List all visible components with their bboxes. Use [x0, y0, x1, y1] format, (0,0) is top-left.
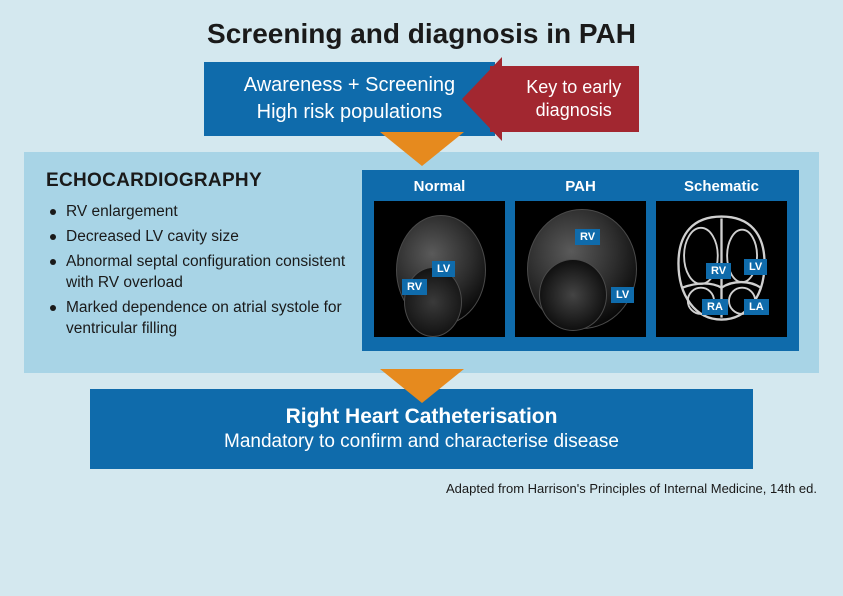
chamber-tag-rv: RV — [402, 279, 427, 295]
page-title: Screening and diagnosis in PAH — [0, 0, 843, 62]
image-label: Normal — [414, 178, 466, 195]
image-col-schematic: Schematic RV LV RA LA — [656, 178, 787, 337]
chamber-tag-lv: LV — [744, 259, 767, 275]
chamber-tag-rv: RV — [575, 229, 600, 245]
ultrasound-pah: RV LV — [515, 201, 646, 337]
top-row: Awareness + Screening High risk populati… — [0, 62, 843, 136]
image-label: PAH — [565, 178, 596, 195]
bottom-sub: Mandatory to confirm and characterise di… — [110, 431, 733, 453]
chamber-tag-rv: RV — [706, 263, 731, 279]
awareness-line2: High risk populations — [244, 99, 455, 126]
schematic-heart: RV LV RA LA — [656, 201, 787, 337]
image-col-pah: PAH RV LV — [515, 178, 646, 337]
echo-text-column: ECHOCARDIOGRAPHY RV enlargement Decrease… — [46, 170, 346, 351]
image-col-normal: Normal RV LV — [374, 178, 505, 337]
down-arrow-icon — [380, 369, 464, 403]
echo-bullet: Abnormal septal configuration consistent… — [50, 252, 346, 294]
chamber-tag-lv: LV — [432, 261, 455, 277]
awareness-box: Awareness + Screening High risk populati… — [204, 62, 495, 136]
echo-bullet-list: RV enlargement Decreased LV cavity size … — [46, 202, 346, 340]
red-arrow: Key to early diagnosis — [490, 66, 639, 133]
chamber-tag-lv: LV — [611, 287, 634, 303]
red-line1: Key to early — [526, 76, 621, 99]
red-line2: diagnosis — [526, 99, 621, 122]
echo-bullet: RV enlargement — [50, 202, 346, 223]
chamber-tag-la: LA — [744, 299, 769, 315]
echo-images-panel: Normal RV LV PAH RV LV Schematic — [362, 170, 799, 351]
down-arrow-icon — [380, 132, 464, 166]
chamber-tag-ra: RA — [702, 299, 728, 315]
citation: Adapted from Harrison's Principles of In… — [0, 481, 817, 496]
image-label: Schematic — [684, 178, 759, 195]
echo-panel: ECHOCARDIOGRAPHY RV enlargement Decrease… — [24, 152, 819, 373]
echo-heading: ECHOCARDIOGRAPHY — [46, 170, 346, 192]
bottom-heading: Right Heart Catheterisation — [110, 405, 733, 429]
echo-bullet: Marked dependence on atrial systole for … — [50, 298, 346, 340]
awareness-line1: Awareness + Screening — [244, 72, 455, 99]
echo-bullet: Decreased LV cavity size — [50, 227, 346, 248]
ultrasound-normal: RV LV — [374, 201, 505, 337]
red-arrow-body: Key to early diagnosis — [490, 66, 639, 133]
